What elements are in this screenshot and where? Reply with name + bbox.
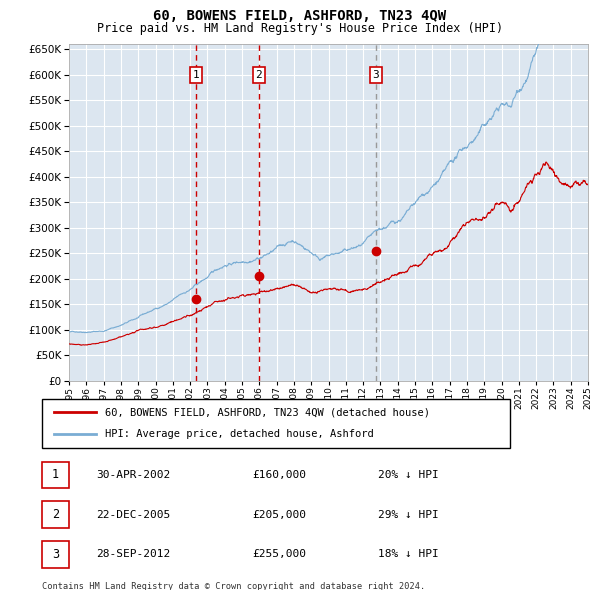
Text: 2: 2 (256, 70, 262, 80)
Text: 30-APR-2002: 30-APR-2002 (96, 470, 170, 480)
Text: 1: 1 (52, 468, 59, 481)
Text: Contains HM Land Registry data © Crown copyright and database right 2024.
This d: Contains HM Land Registry data © Crown c… (42, 582, 425, 590)
Text: 18% ↓ HPI: 18% ↓ HPI (378, 549, 439, 559)
Bar (42, 462, 69, 489)
Text: 22-DEC-2005: 22-DEC-2005 (96, 510, 170, 520)
Text: 3: 3 (373, 70, 379, 80)
Text: 28-SEP-2012: 28-SEP-2012 (96, 549, 170, 559)
Text: 1: 1 (193, 70, 199, 80)
Text: HPI: Average price, detached house, Ashford: HPI: Average price, detached house, Ashf… (105, 429, 374, 439)
Text: 60, BOWENS FIELD, ASHFORD, TN23 4QW (detached house): 60, BOWENS FIELD, ASHFORD, TN23 4QW (det… (105, 407, 430, 417)
Text: £160,000: £160,000 (252, 470, 306, 480)
Bar (42, 399, 510, 448)
Text: Price paid vs. HM Land Registry's House Price Index (HPI): Price paid vs. HM Land Registry's House … (97, 22, 503, 35)
Bar (42, 502, 69, 528)
Text: 3: 3 (52, 548, 59, 561)
Text: 2: 2 (52, 508, 59, 521)
Text: 20% ↓ HPI: 20% ↓ HPI (378, 470, 439, 480)
Text: 29% ↓ HPI: 29% ↓ HPI (378, 510, 439, 520)
Bar (42, 541, 69, 568)
Text: £205,000: £205,000 (252, 510, 306, 520)
Text: £255,000: £255,000 (252, 549, 306, 559)
Text: 60, BOWENS FIELD, ASHFORD, TN23 4QW: 60, BOWENS FIELD, ASHFORD, TN23 4QW (154, 9, 446, 23)
